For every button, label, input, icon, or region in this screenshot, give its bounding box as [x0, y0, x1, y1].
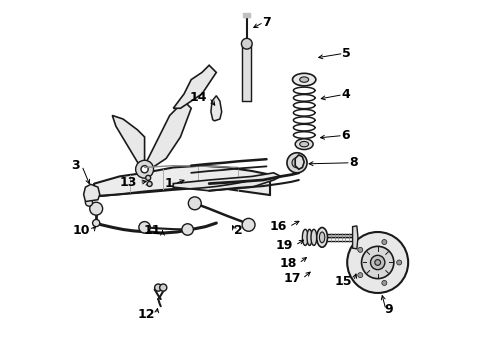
Polygon shape	[84, 184, 100, 202]
Circle shape	[147, 181, 152, 186]
Circle shape	[136, 160, 153, 178]
Text: 5: 5	[342, 47, 350, 60]
Text: 11: 11	[143, 224, 161, 238]
Circle shape	[358, 247, 363, 252]
Circle shape	[370, 255, 385, 270]
Circle shape	[397, 260, 402, 265]
Circle shape	[242, 39, 252, 49]
Text: 3: 3	[72, 159, 80, 172]
Text: 9: 9	[384, 303, 393, 316]
Circle shape	[362, 246, 394, 279]
Text: 12: 12	[137, 308, 155, 321]
Circle shape	[188, 197, 201, 210]
Circle shape	[182, 224, 194, 235]
Circle shape	[141, 166, 148, 173]
Text: 19: 19	[276, 239, 294, 252]
Circle shape	[347, 232, 408, 293]
Text: 6: 6	[341, 129, 350, 142]
Ellipse shape	[302, 229, 308, 246]
Text: 7: 7	[262, 16, 270, 29]
Ellipse shape	[311, 229, 317, 246]
Circle shape	[382, 239, 387, 244]
Polygon shape	[112, 116, 145, 173]
Circle shape	[382, 280, 387, 285]
Circle shape	[90, 202, 102, 215]
Polygon shape	[295, 155, 304, 169]
Circle shape	[375, 260, 381, 265]
Ellipse shape	[317, 228, 327, 247]
Circle shape	[358, 273, 363, 278]
Polygon shape	[145, 101, 191, 173]
Polygon shape	[211, 96, 221, 121]
Polygon shape	[173, 65, 216, 108]
Circle shape	[292, 158, 302, 168]
Ellipse shape	[293, 73, 316, 86]
Circle shape	[155, 284, 162, 291]
Circle shape	[212, 106, 220, 114]
Circle shape	[139, 222, 150, 233]
Text: 17: 17	[283, 272, 300, 285]
Text: 13: 13	[120, 176, 137, 189]
Circle shape	[146, 175, 151, 180]
Ellipse shape	[300, 141, 309, 147]
Ellipse shape	[295, 139, 313, 149]
Text: 8: 8	[349, 156, 358, 169]
Text: 16: 16	[270, 220, 287, 233]
Text: 4: 4	[341, 88, 350, 101]
Text: 1: 1	[165, 177, 173, 190]
Polygon shape	[173, 173, 281, 191]
Text: 18: 18	[280, 257, 297, 270]
Circle shape	[87, 189, 96, 198]
Circle shape	[93, 220, 100, 226]
Ellipse shape	[300, 77, 309, 82]
Text: 15: 15	[334, 275, 352, 288]
Text: 10: 10	[73, 224, 90, 238]
Circle shape	[242, 219, 255, 231]
Circle shape	[85, 199, 93, 206]
Polygon shape	[353, 226, 358, 249]
Text: 14: 14	[190, 91, 207, 104]
Ellipse shape	[319, 232, 325, 243]
Circle shape	[160, 284, 167, 291]
Ellipse shape	[307, 229, 312, 246]
Circle shape	[287, 153, 307, 173]
Text: 2: 2	[234, 224, 242, 238]
